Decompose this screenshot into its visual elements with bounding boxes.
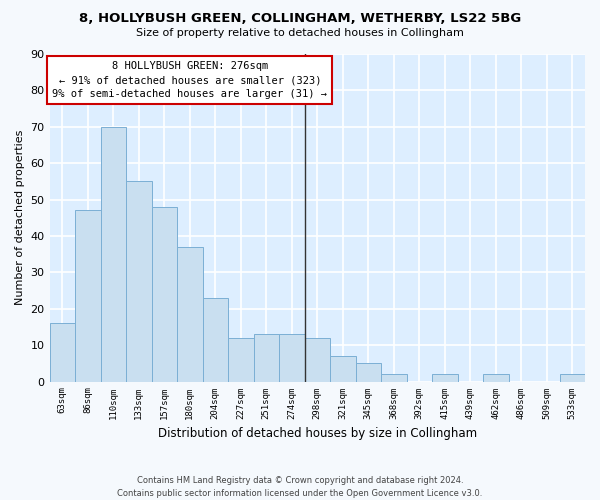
Bar [381,374,407,382]
Bar [228,338,254,382]
X-axis label: Distribution of detached houses by size in Collingham: Distribution of detached houses by size … [158,427,477,440]
Bar [483,374,509,382]
Bar [101,127,126,382]
Bar [560,374,585,382]
Bar [75,210,101,382]
Bar [126,182,152,382]
Bar [152,207,177,382]
Text: Contains HM Land Registry data © Crown copyright and database right 2024.
Contai: Contains HM Land Registry data © Crown c… [118,476,482,498]
Text: 8, HOLLYBUSH GREEN, COLLINGHAM, WETHERBY, LS22 5BG: 8, HOLLYBUSH GREEN, COLLINGHAM, WETHERBY… [79,12,521,26]
Bar [330,356,356,382]
Bar [279,334,305,382]
Text: 8 HOLLYBUSH GREEN: 276sqm
← 91% of detached houses are smaller (323)
9% of semi-: 8 HOLLYBUSH GREEN: 276sqm ← 91% of detac… [52,62,327,100]
Bar [432,374,458,382]
Bar [50,324,75,382]
Bar [305,338,330,382]
Text: Size of property relative to detached houses in Collingham: Size of property relative to detached ho… [136,28,464,38]
Bar [177,247,203,382]
Bar [203,298,228,382]
Bar [254,334,279,382]
Bar [356,364,381,382]
Y-axis label: Number of detached properties: Number of detached properties [15,130,25,306]
